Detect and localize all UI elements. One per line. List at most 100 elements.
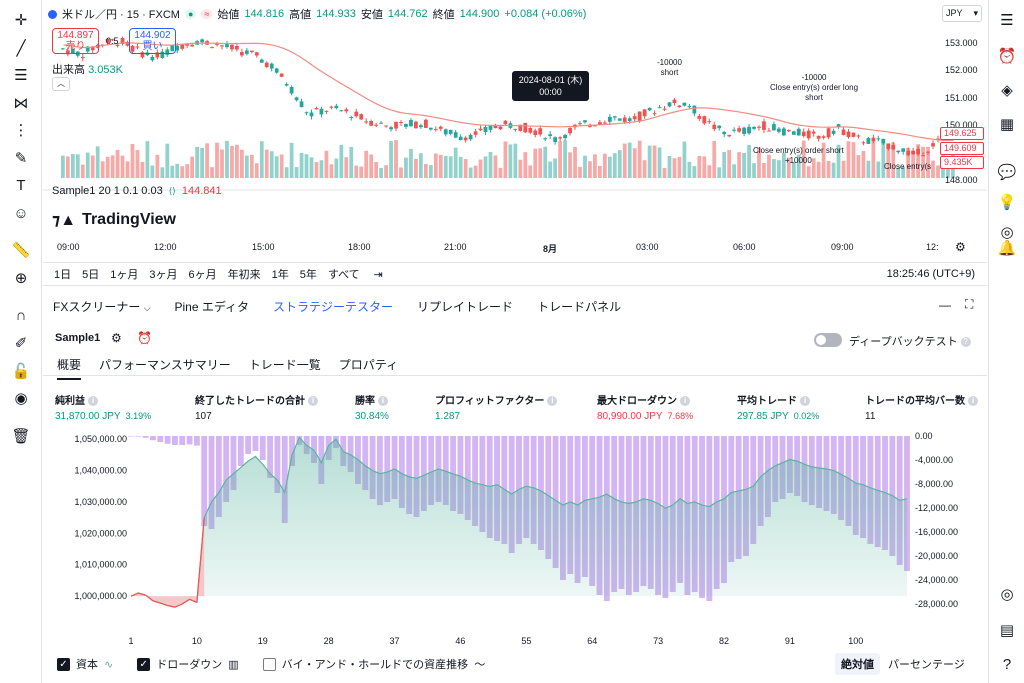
buyhold-checkbox[interactable] bbox=[262, 657, 276, 671]
volume-bar bbox=[453, 147, 458, 178]
equity-chart[interactable]: 1,050,000.00 1,040,000.00 1,030,000.00 1,02… bbox=[43, 428, 987, 658]
drawdown-checkbox[interactable]: ✓ bbox=[137, 657, 151, 671]
deep-backtest-toggle[interactable] bbox=[814, 333, 842, 347]
tf-5y[interactable]: 5年 bbox=[299, 269, 317, 281]
layers-icon[interactable]: ◈ bbox=[1001, 82, 1013, 99]
volume-bar bbox=[757, 147, 761, 178]
volume-bar bbox=[657, 147, 662, 178]
info-icon[interactable]: i bbox=[308, 396, 318, 407]
emoji-icon[interactable]: ☺ bbox=[13, 204, 29, 222]
calendar2-icon[interactable]: ▤ bbox=[999, 622, 1015, 639]
price-chart-canvas bbox=[43, 36, 987, 191]
buy-button[interactable]: 144.902 買い bbox=[129, 28, 176, 54]
chat-icon[interactable]: 💬 bbox=[997, 164, 1017, 181]
alert-icon[interactable]: ⏰ bbox=[137, 331, 152, 345]
tf-3m[interactable]: 3ヶ月 bbox=[149, 269, 178, 281]
bell-icon[interactable]: 🔔 bbox=[997, 240, 1017, 257]
open-label: 始値 bbox=[217, 9, 240, 21]
tf-5d[interactable]: 5日 bbox=[82, 269, 100, 281]
trash-icon[interactable]: 🗑 bbox=[11, 428, 31, 445]
projection-icon[interactable]: ⋮ bbox=[13, 122, 29, 139]
tab-strategy-tester[interactable]: ストラテジーテスター bbox=[273, 300, 394, 314]
info-icon[interactable]: i bbox=[800, 396, 810, 407]
absolute-button[interactable]: 絶対値 bbox=[835, 653, 880, 675]
currency-select[interactable]: JPY ▾ bbox=[942, 5, 982, 22]
trend-line-icon[interactable]: ╱ bbox=[16, 40, 26, 57]
axis-settings-icon[interactable]: ⚙ bbox=[955, 240, 966, 254]
capital-checkbox[interactable]: ✓ bbox=[57, 657, 70, 671]
sell-label: 売り bbox=[65, 41, 86, 52]
collapse-icon[interactable]: ︿ bbox=[52, 77, 70, 91]
drawdown-bar bbox=[274, 436, 281, 493]
strategy-name[interactable]: Sample1 bbox=[55, 332, 101, 344]
volume-bar bbox=[220, 149, 224, 178]
y-right-tick: -8,000.00 bbox=[915, 479, 953, 489]
volume-bar bbox=[423, 163, 428, 178]
volume-bar bbox=[786, 157, 791, 178]
watchlist-icon[interactable]: ☰ bbox=[1000, 12, 1014, 29]
main-chart[interactable] bbox=[43, 0, 987, 260]
date-range-icon[interactable]: ⇥ bbox=[373, 268, 383, 281]
info-icon[interactable]: i bbox=[88, 396, 98, 407]
tf-1y[interactable]: 1年 bbox=[271, 269, 289, 281]
subtab-overview[interactable]: 概要 bbox=[57, 356, 82, 380]
maximize-icon[interactable]: ⛶ bbox=[965, 297, 974, 311]
settings-icon[interactable]: ⚙ bbox=[111, 331, 122, 345]
volume-bar bbox=[851, 142, 856, 178]
tab-replay-trade[interactable]: リプレイトレード bbox=[417, 300, 514, 314]
drawdown-bar bbox=[384, 436, 391, 502]
subtab-performance[interactable]: パフォーマンスサマリー bbox=[99, 358, 231, 372]
pattern-icon[interactable]: ⋈ bbox=[13, 95, 29, 112]
volume-bar bbox=[120, 155, 125, 178]
subtab-properties[interactable]: プロパティ bbox=[338, 358, 399, 372]
alarm-icon[interactable]: ⏰ bbox=[997, 48, 1017, 65]
minimize-icon[interactable]: — bbox=[939, 298, 951, 312]
volume-bar bbox=[279, 154, 284, 178]
ideas-icon[interactable]: 💡 bbox=[997, 194, 1017, 211]
lock-icon[interactable]: 🔓 bbox=[11, 363, 31, 380]
volume-bar bbox=[593, 154, 597, 178]
tf-6m[interactable]: 6ヶ月 bbox=[188, 269, 217, 281]
tf-1d[interactable]: 1日 bbox=[54, 269, 72, 281]
magnet-icon[interactable]: ∩ bbox=[15, 306, 27, 324]
clock[interactable]: 18:25:46 (UTC+9) bbox=[886, 268, 975, 280]
drawdown-bar bbox=[230, 436, 237, 490]
calendar-icon[interactable]: ▦ bbox=[999, 116, 1015, 133]
text-icon[interactable]: T bbox=[16, 176, 26, 194]
help-icon[interactable]: ? bbox=[1002, 655, 1012, 673]
brush-icon[interactable]: ✎ bbox=[14, 150, 28, 167]
percentage-button[interactable]: パーセンテージ bbox=[888, 659, 965, 671]
tf-all[interactable]: すべて bbox=[327, 269, 360, 281]
tab-screener[interactable]: FXスクリーナー ⌵ bbox=[53, 300, 151, 314]
buyhold-label: バイ・アンド・ホールドでの資産推移 bbox=[281, 659, 469, 671]
tab-pine-editor[interactable]: Pine エディタ bbox=[174, 300, 250, 314]
panel-tabs: FXスクリーナー ⌵ Pine エディタ ストラテジーテスター リプレイトレード… bbox=[53, 298, 621, 315]
area-icon: ∿ bbox=[104, 658, 114, 671]
zoom-icon[interactable]: ⊕ bbox=[14, 270, 28, 287]
eye-icon[interactable]: ◉ bbox=[14, 390, 28, 407]
tf-ytd[interactable]: 年初来 bbox=[227, 269, 261, 281]
info-icon[interactable]: i bbox=[547, 396, 558, 407]
x-tick: 37 bbox=[390, 636, 400, 646]
indicator-label: Sample1 20 1 0.1 0.03 bbox=[52, 185, 163, 197]
broadcast-icon[interactable]: ◎ bbox=[1000, 224, 1014, 241]
compass-icon[interactable]: ◎ bbox=[1000, 586, 1014, 603]
tab-trade-panel[interactable]: トレードパネル bbox=[537, 300, 622, 314]
crosshair-icon[interactable]: ✛ bbox=[14, 12, 28, 29]
y-right-tick: 0.00 bbox=[915, 431, 933, 441]
sell-button[interactable]: 144.897 売り bbox=[52, 28, 99, 54]
price-tick: 150.000 bbox=[945, 119, 978, 130]
fib-icon[interactable]: ☰ bbox=[14, 67, 28, 84]
subtab-trades[interactable]: トレード一覧 bbox=[248, 358, 321, 372]
lock-drawing-icon[interactable]: ✐ bbox=[14, 335, 28, 352]
ruler-icon[interactable]: 📏 bbox=[11, 242, 31, 259]
drawdown-bar bbox=[267, 436, 274, 478]
info-icon[interactable]: i bbox=[968, 396, 978, 407]
tf-1m[interactable]: 1ヶ月 bbox=[110, 269, 139, 281]
volume-bar bbox=[205, 143, 209, 178]
volume-bar bbox=[274, 156, 279, 178]
info-icon[interactable]: i bbox=[378, 396, 388, 407]
info-icon[interactable]: i bbox=[680, 396, 690, 407]
indicator-value: 144.841 bbox=[181, 185, 222, 197]
symbol-name[interactable]: 米ドル／円 · 15 · FXCM bbox=[62, 9, 180, 21]
